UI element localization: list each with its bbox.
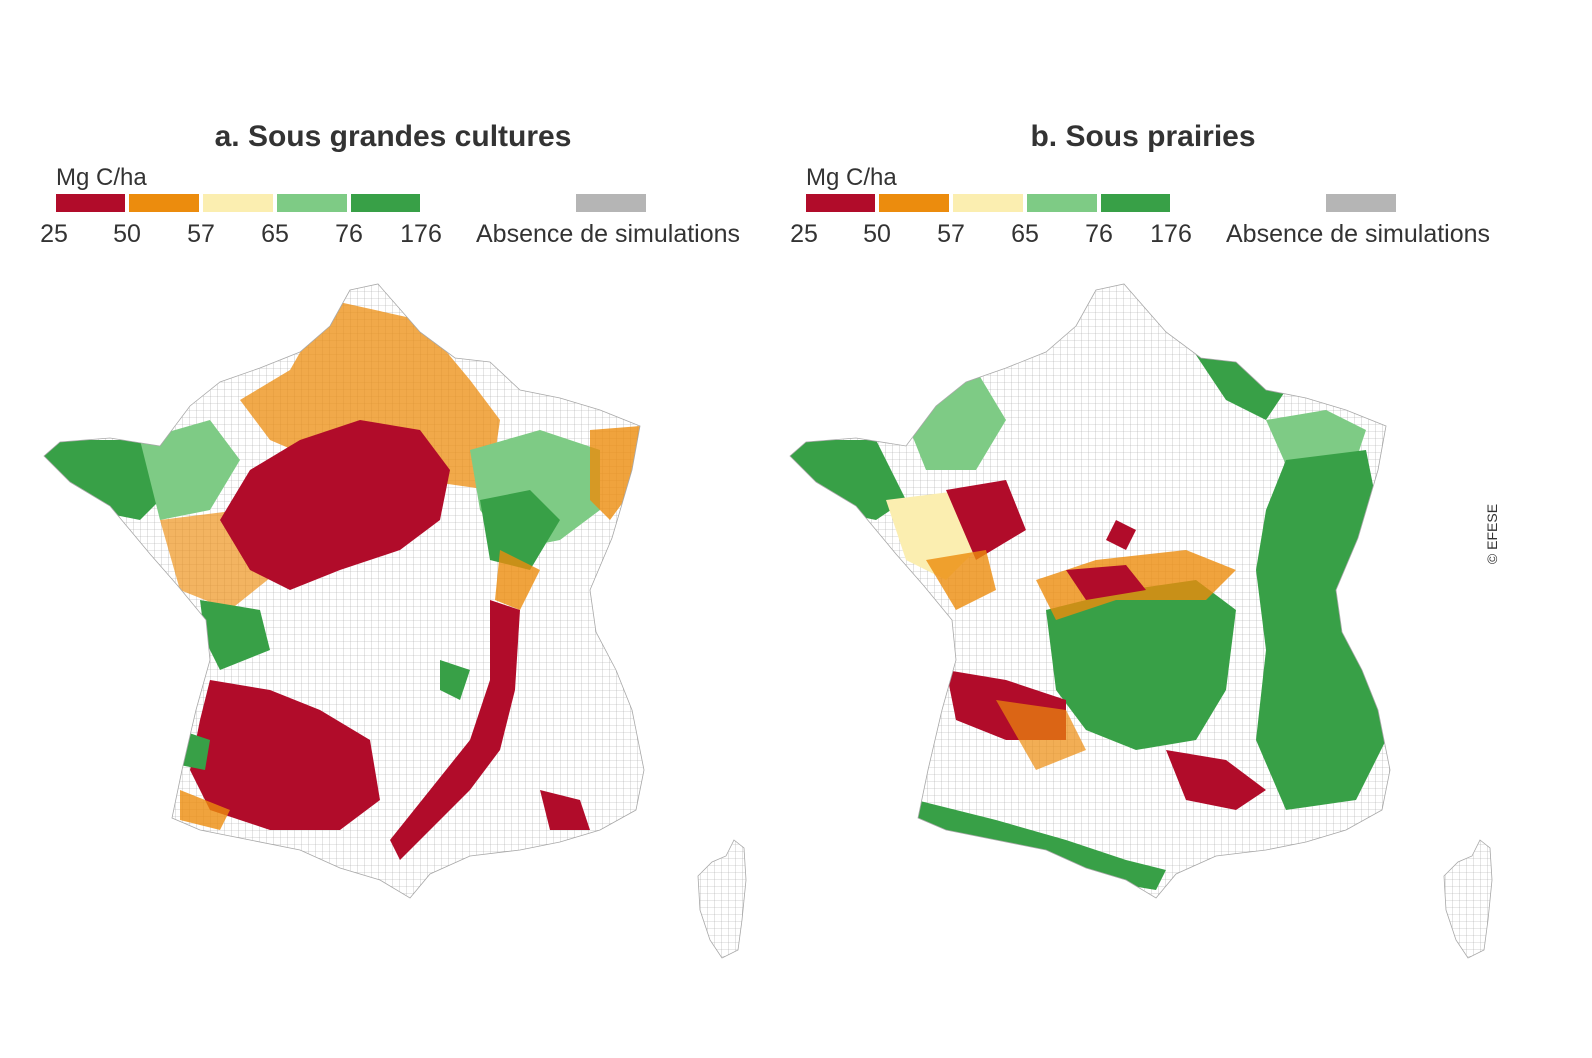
legend-swatch-1 xyxy=(806,194,875,212)
legend-swatch-1 xyxy=(56,194,125,212)
legend-absence-label: Absence de simulations xyxy=(1226,220,1491,248)
legend-swatch-2 xyxy=(879,194,949,212)
legend-absence-swatch xyxy=(1326,194,1396,212)
legend-swatch-3 xyxy=(953,194,1023,212)
legend-tick: 57 xyxy=(187,220,215,248)
map-panel-prairies: b. Sous prairies Mg C/ha 25 50 57 65 76 … xyxy=(766,0,1526,1058)
mainland-france xyxy=(43,283,645,899)
legend-swatch-5 xyxy=(351,194,420,212)
legend-tick: 176 xyxy=(1150,220,1192,248)
legend-swatch-5 xyxy=(1101,194,1170,212)
legend-unit: Mg C/ha xyxy=(56,164,147,191)
legend-unit: Mg C/ha xyxy=(806,164,897,191)
legend-swatch-4 xyxy=(1027,194,1097,212)
france-map-grandes-cultures xyxy=(43,283,747,959)
legend-tick: 57 xyxy=(937,220,965,248)
legend-swatch-3 xyxy=(203,194,273,212)
legend-tick: 76 xyxy=(335,220,363,248)
legend-tick: 25 xyxy=(40,220,68,248)
map-panel-grandes-cultures: a. Sous grandes cultures Mg C/ha 25 50 5… xyxy=(0,0,760,1058)
legend-absence-swatch xyxy=(576,194,646,212)
france-map-prairies xyxy=(789,283,1493,959)
panel-title: a. Sous grandes cultures xyxy=(214,120,572,153)
corsica xyxy=(697,839,747,959)
legend-tick: 76 xyxy=(1085,220,1113,248)
legend-swatch-4 xyxy=(277,194,347,212)
corsica xyxy=(1443,839,1493,959)
legend-swatch-2 xyxy=(129,194,199,212)
legend-tick: 50 xyxy=(113,220,141,248)
mainland-france xyxy=(789,283,1391,899)
legend-tick: 176 xyxy=(400,220,442,248)
credit-label: © EFESE xyxy=(1484,503,1500,565)
legend-tick: 50 xyxy=(863,220,891,248)
panel-title: b. Sous prairies xyxy=(1030,120,1256,153)
legend-tick: 25 xyxy=(790,220,818,248)
legend-tick: 65 xyxy=(261,220,289,248)
legend-tick: 65 xyxy=(1011,220,1039,248)
legend-absence-label: Absence de simulations xyxy=(476,220,741,248)
